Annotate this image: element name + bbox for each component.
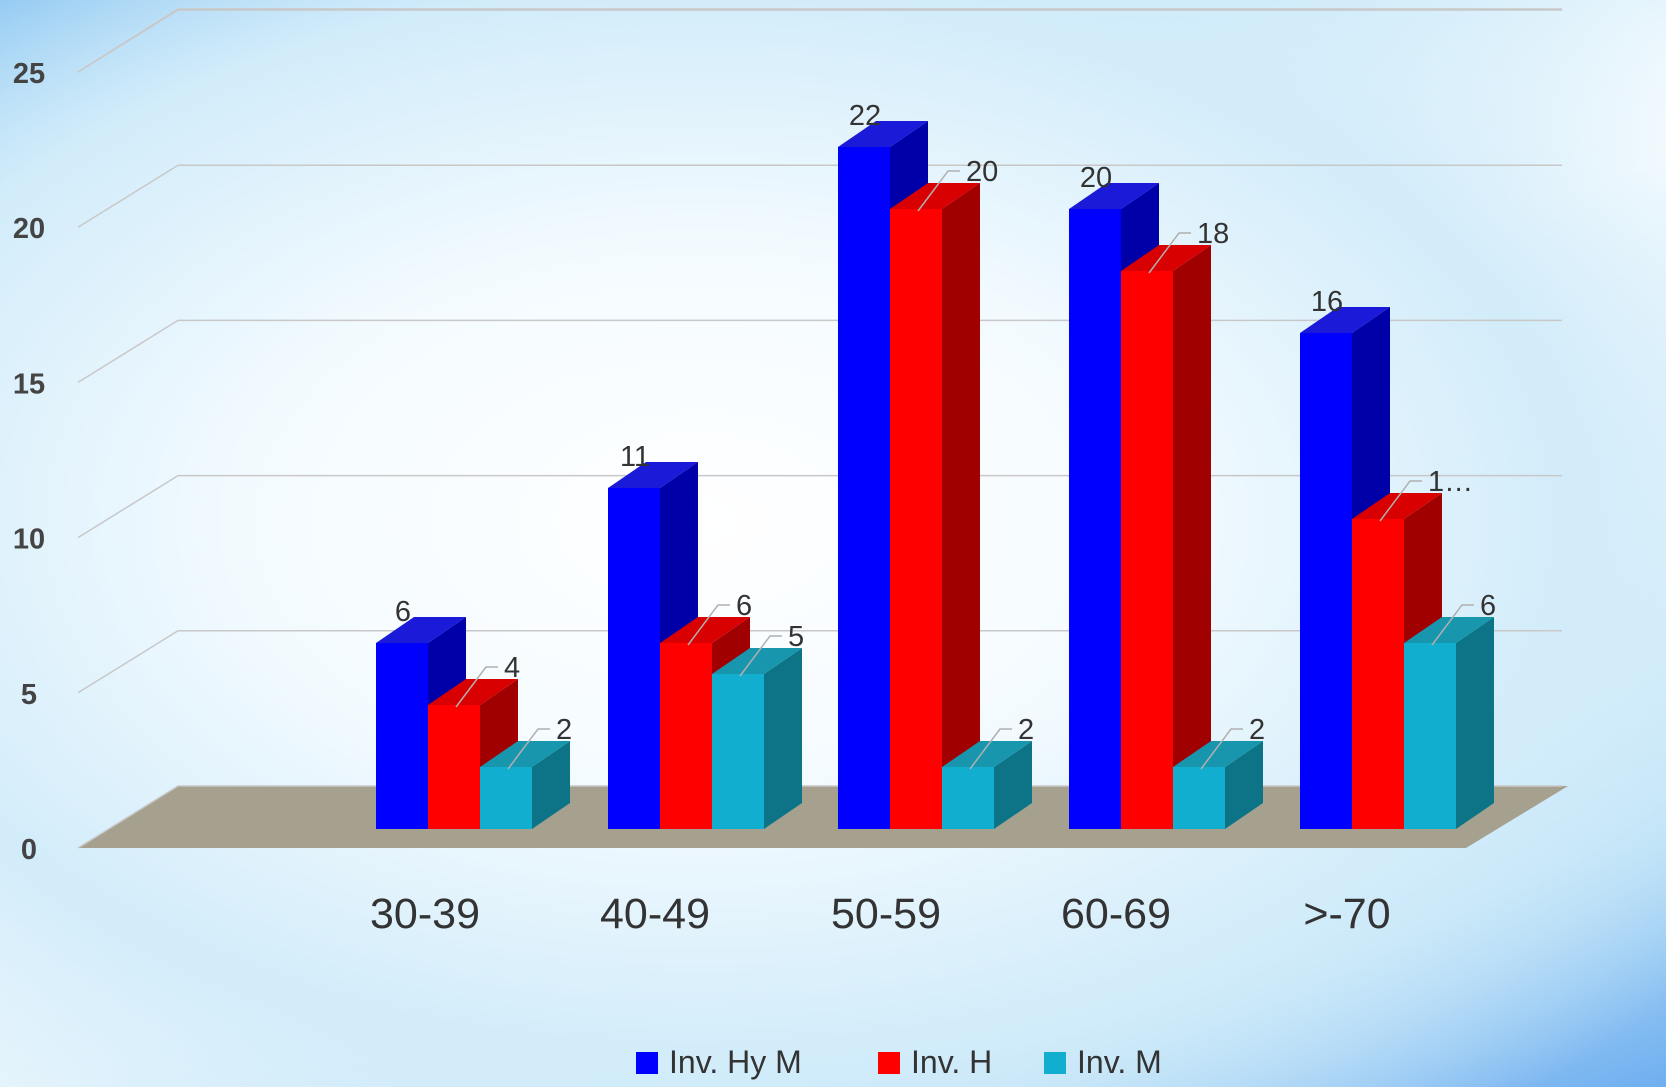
- data-label: 16: [1311, 286, 1343, 318]
- legend-swatch: [636, 1052, 658, 1074]
- gridline-side: [77, 474, 179, 539]
- bar-inv-m-1: [480, 741, 570, 829]
- bar-front: [712, 674, 764, 829]
- bar-side: [942, 183, 980, 829]
- gridline-side: [77, 8, 179, 73]
- data-label: 6: [1480, 590, 1496, 622]
- bar-front: [1300, 333, 1352, 829]
- data-label: 2: [1018, 714, 1034, 746]
- bar-inv-h-4: [1121, 245, 1211, 829]
- bar-front: [838, 147, 890, 829]
- bar-front: [890, 209, 942, 829]
- bar-front: [1069, 209, 1121, 829]
- bar-side: [1456, 617, 1494, 829]
- bar-top: [1121, 245, 1211, 271]
- legend-label: Inv. H: [911, 1044, 992, 1080]
- data-label: 18: [1197, 218, 1229, 250]
- y-tick-label: 15: [13, 368, 45, 400]
- data-label: 2: [556, 714, 572, 746]
- data-label: 1…: [1428, 466, 1473, 498]
- bar-top: [428, 679, 518, 705]
- gridline-side: [77, 785, 179, 849]
- x-category-label: 30-39: [370, 890, 480, 938]
- gridline-side: [77, 164, 179, 228]
- bar-top: [376, 617, 466, 643]
- y-tick-label: 20: [13, 213, 45, 245]
- data-label: 20: [1080, 162, 1112, 194]
- bar-side: [1225, 741, 1263, 829]
- data-label: 2: [1249, 714, 1265, 746]
- data-label-leader: [739, 635, 782, 677]
- bar-side: [1173, 245, 1211, 829]
- bar-top: [1300, 307, 1390, 333]
- legend-swatch: [878, 1052, 900, 1074]
- bar-inv-m-3: [942, 741, 1032, 829]
- bar-top: [480, 741, 570, 767]
- bar-inv-m-2: [712, 648, 802, 829]
- data-label-leader: [1148, 232, 1191, 274]
- bar-inv-m-4: [1173, 741, 1263, 829]
- bar-inv-m-5: [1404, 617, 1494, 829]
- bar-front: [1404, 643, 1456, 829]
- data-label: 11: [620, 441, 650, 473]
- data-label-leader: [1379, 480, 1422, 522]
- bar-inv-h-3: [890, 183, 980, 829]
- data-label-leader: [1431, 604, 1474, 646]
- bar-front: [1121, 271, 1173, 829]
- bar-top: [1173, 741, 1263, 767]
- bar-front: [1352, 519, 1404, 829]
- legend-label: Inv. M: [1077, 1044, 1162, 1080]
- data-label: 22: [849, 100, 881, 132]
- data-label: 6: [395, 596, 411, 628]
- x-category-label: >-70: [1303, 890, 1390, 938]
- legend-swatch: [1044, 1052, 1066, 1074]
- data-label-leader: [687, 604, 730, 646]
- bar-front: [376, 643, 428, 829]
- bar-front: [480, 767, 532, 829]
- x-category-label: 60-69: [1061, 890, 1171, 938]
- y-tick-label: 0: [21, 834, 37, 866]
- bar-side: [764, 648, 802, 829]
- bar-top: [1069, 183, 1159, 209]
- gridline-side: [77, 630, 179, 694]
- data-label-leader: [969, 728, 1012, 770]
- bar-front: [608, 488, 660, 829]
- x-category-label: 50-59: [831, 890, 941, 938]
- data-label: 5: [788, 621, 804, 653]
- data-label: 20: [966, 156, 998, 188]
- bar-top: [1352, 493, 1442, 519]
- data-label: 4: [504, 652, 520, 684]
- bar-top: [890, 183, 980, 209]
- bar-top: [942, 741, 1032, 767]
- y-tick-label: 10: [13, 524, 45, 556]
- x-category-label: 40-49: [600, 890, 710, 938]
- data-label-leader: [455, 666, 498, 708]
- bar-top: [838, 121, 928, 147]
- bar-top: [1404, 617, 1494, 643]
- data-label-leader: [917, 170, 960, 212]
- gridline-side: [77, 319, 179, 384]
- data-label-leader: [1200, 728, 1243, 770]
- y-tick-label: 25: [13, 58, 45, 90]
- legend-label: Inv. Hy M: [669, 1044, 802, 1080]
- bar-side: [994, 741, 1032, 829]
- bar-side: [532, 741, 570, 829]
- data-label-leader: [507, 728, 550, 770]
- bar-front: [428, 705, 480, 829]
- bar-top: [712, 648, 802, 674]
- y-tick-label: 5: [21, 679, 37, 711]
- bar-front: [660, 643, 712, 829]
- bar-front: [1173, 767, 1225, 829]
- bar-top: [660, 617, 750, 643]
- bar-top: [608, 462, 698, 488]
- bar-front: [942, 767, 994, 829]
- data-label: 6: [736, 590, 752, 622]
